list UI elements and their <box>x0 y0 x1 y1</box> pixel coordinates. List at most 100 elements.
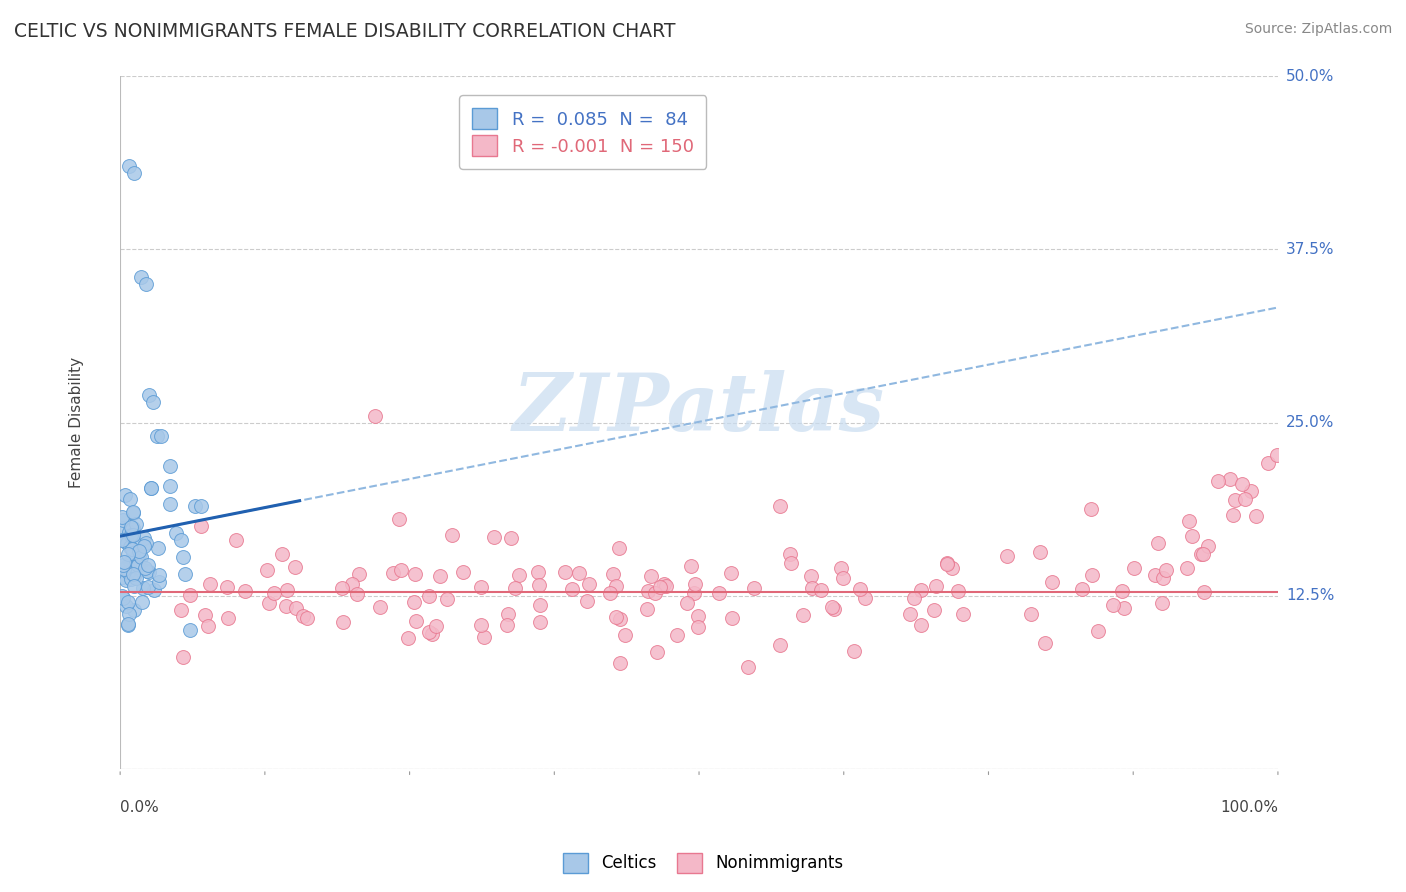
Point <box>1181 529 1204 543</box>
Point <box>117 547 139 561</box>
Point <box>169 533 191 547</box>
Point <box>665 628 688 642</box>
Point <box>654 579 676 593</box>
Text: 0.0%: 0.0% <box>120 799 159 814</box>
Point <box>686 608 709 623</box>
Point <box>910 618 932 632</box>
Point <box>118 491 141 506</box>
Point <box>370 599 392 614</box>
Point <box>124 571 146 585</box>
Point <box>135 277 157 291</box>
Point <box>128 548 150 562</box>
Point <box>1146 536 1168 550</box>
Point <box>128 543 150 558</box>
Point <box>142 394 165 409</box>
Legend: Celtics, Nonimmigrants: Celtics, Nonimmigrants <box>557 847 849 880</box>
Point <box>451 565 474 579</box>
Point <box>800 582 823 596</box>
Point <box>120 572 142 586</box>
Point <box>810 582 832 597</box>
Point <box>1123 560 1146 574</box>
Point <box>936 557 959 571</box>
Point <box>112 513 135 527</box>
Point <box>295 611 318 625</box>
Point <box>111 589 134 603</box>
Point <box>1197 539 1219 553</box>
Point <box>402 595 425 609</box>
Point <box>709 586 731 600</box>
Point <box>482 530 505 544</box>
Point <box>146 429 169 443</box>
Point <box>576 594 599 608</box>
Point <box>925 579 948 593</box>
Point <box>404 566 426 581</box>
Point <box>190 499 212 513</box>
Point <box>148 574 170 589</box>
Point <box>792 607 814 622</box>
Point <box>418 589 440 603</box>
Point <box>405 614 427 628</box>
Point <box>645 645 668 659</box>
Text: CELTIC VS NONIMMIGRANTS FEMALE DISABILITY CORRELATION CHART: CELTIC VS NONIMMIGRANTS FEMALE DISABILIT… <box>14 22 675 41</box>
Point <box>141 481 163 495</box>
Point <box>830 560 852 574</box>
Point <box>135 536 157 550</box>
Point <box>129 550 152 565</box>
Point <box>440 528 463 542</box>
Point <box>501 531 523 545</box>
Point <box>143 582 166 597</box>
Point <box>470 618 492 632</box>
Point <box>118 525 141 540</box>
Point <box>138 558 160 572</box>
Point <box>849 582 872 596</box>
Point <box>779 547 801 561</box>
Point <box>609 612 631 626</box>
Point <box>613 627 636 641</box>
Point <box>1189 547 1212 561</box>
Point <box>609 541 631 556</box>
Point <box>842 643 865 657</box>
Point <box>115 535 138 549</box>
Point <box>1144 568 1167 582</box>
Point <box>1033 635 1056 649</box>
Point <box>111 509 134 524</box>
Point <box>652 577 675 591</box>
Point <box>769 499 792 513</box>
Point <box>114 599 136 613</box>
Text: 25.0%: 25.0% <box>1286 415 1334 430</box>
Point <box>217 580 239 594</box>
Point <box>121 521 143 535</box>
Point <box>111 533 134 548</box>
Point <box>284 600 307 615</box>
Point <box>1112 601 1135 615</box>
Text: 50.0%: 50.0% <box>1286 69 1334 84</box>
Text: Source: ZipAtlas.com: Source: ZipAtlas.com <box>1244 22 1392 37</box>
Point <box>742 581 765 595</box>
Point <box>184 499 207 513</box>
Point <box>125 549 148 564</box>
Point <box>364 409 387 423</box>
Point <box>149 429 172 443</box>
Point <box>332 615 354 629</box>
Point <box>737 659 759 673</box>
Point <box>124 516 146 531</box>
Point <box>114 488 136 502</box>
Point <box>233 584 256 599</box>
Point <box>1081 568 1104 582</box>
Point <box>529 598 551 612</box>
Point <box>903 591 925 606</box>
Point <box>122 166 145 180</box>
Point <box>1102 598 1125 612</box>
Point <box>832 571 855 585</box>
Point <box>636 602 658 616</box>
Point <box>122 533 145 547</box>
Point <box>347 566 370 581</box>
Point <box>136 580 159 594</box>
Point <box>115 558 138 573</box>
Point <box>688 619 710 633</box>
Point <box>118 528 141 542</box>
Point <box>131 595 153 609</box>
Point <box>1222 508 1244 522</box>
Point <box>527 578 550 592</box>
Point <box>179 588 201 602</box>
